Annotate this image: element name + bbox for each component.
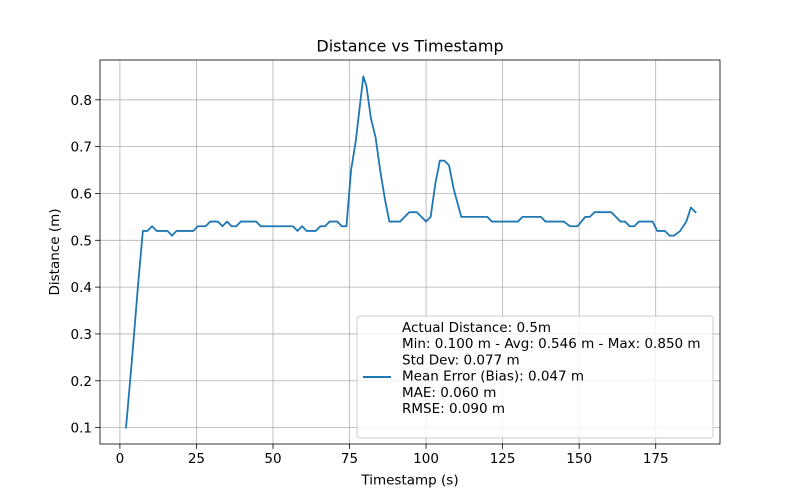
chart-title: Distance vs Timestamp	[316, 37, 503, 56]
axis-ticks: 0 25 50 75 100 125 150 175 0.1 0.2 0.3 0.4 0.5 0.6 0.7…	[71, 93, 669, 467]
legend-line: Mean Error (Bias): 0.047 m	[402, 369, 584, 385]
x-tick-label: 75	[341, 451, 358, 467]
x-tick-label: 25	[188, 451, 205, 467]
legend-line: RMSE: 0.090 m	[402, 401, 505, 417]
y-tick-label: 0.7	[71, 140, 92, 156]
series-layer	[125, 75, 697, 429]
y-tick-label: 0.5	[71, 233, 92, 249]
x-tick-label: 175	[643, 451, 669, 467]
legend-line: Actual Distance: 0.5m	[402, 320, 551, 336]
y-tick-label: 0.2	[71, 374, 92, 390]
x-tick-label: 100	[413, 451, 439, 467]
legend-label: Actual Distance: 0.5m Min: 0.100 m - Avg:…	[402, 320, 701, 417]
series-line	[125, 75, 697, 429]
x-tick-label: 125	[490, 451, 516, 467]
y-tick-label: 0.1	[71, 421, 92, 437]
x-axis-label: Timestamp (s)	[360, 473, 458, 489]
legend-box	[356, 315, 714, 439]
legend-line: MAE: 0.060 m	[402, 385, 496, 401]
y-axis-label: Distance (m)	[47, 208, 63, 295]
y-tick-label: 0.3	[71, 327, 92, 343]
legend-line: Min: 0.100 m - Avg: 0.546 m - Max: 0.850…	[402, 336, 701, 352]
legend: Actual Distance: 0.5m Min: 0.100 m - Avg:…	[356, 315, 714, 439]
x-tick-label: 0	[116, 451, 125, 467]
legend-line: Std Dev: 0.077 m	[402, 352, 520, 368]
y-tick-label: 0.6	[71, 186, 92, 202]
y-tick-label: 0.8	[71, 93, 92, 109]
x-tick-label: 150	[566, 451, 592, 467]
x-tick-label: 50	[264, 451, 281, 467]
plot-frame	[99, 59, 721, 445]
y-tick-label: 0.4	[71, 280, 92, 296]
